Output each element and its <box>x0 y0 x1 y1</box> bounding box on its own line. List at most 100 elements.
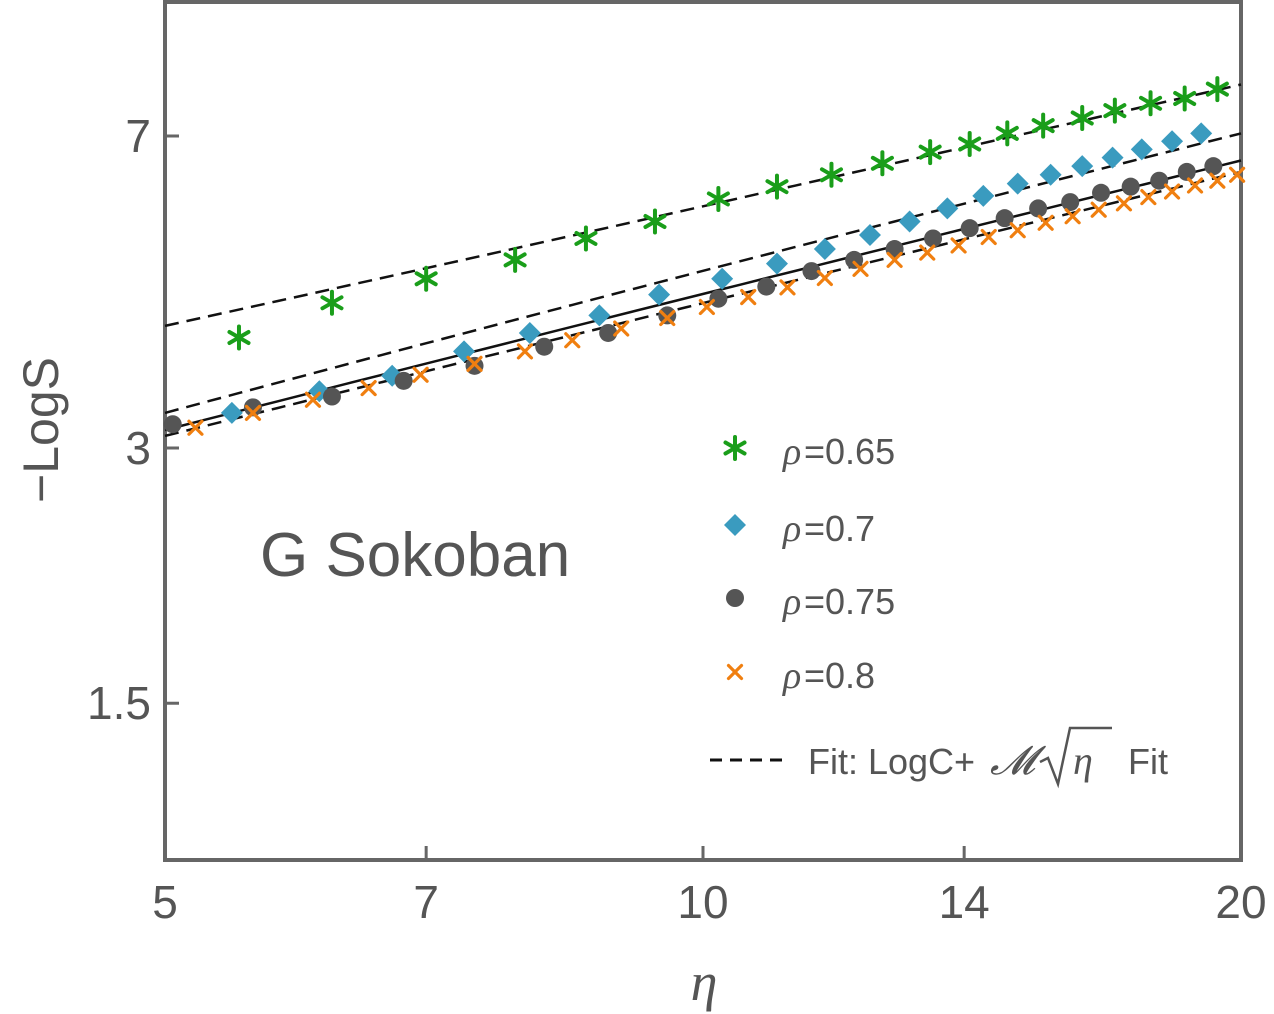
data-point-asterisk <box>227 324 251 351</box>
data-point-circle <box>924 229 943 248</box>
data-point-x <box>1009 222 1026 239</box>
data-point-asterisk <box>1031 112 1055 139</box>
x-tick-label: 5 <box>152 876 178 928</box>
data-point-x <box>1115 195 1133 212</box>
x-tick-label: 7 <box>413 876 439 928</box>
data-point-x <box>852 260 869 277</box>
data-point-diamond <box>711 267 734 290</box>
data-point-diamond <box>972 184 995 207</box>
data-point-asterisk <box>1070 105 1094 132</box>
data-point-circle <box>163 415 182 434</box>
data-point-asterisk <box>1103 97 1127 124</box>
legend-rho-symbol: ρ <box>782 431 801 473</box>
data-point-x <box>244 404 262 422</box>
data-point-circle <box>1121 177 1140 196</box>
data-point-asterisk <box>320 289 344 316</box>
data-point-asterisk <box>958 130 982 157</box>
data-point-circle <box>995 209 1014 228</box>
legend-rho-symbol: ρ <box>782 508 801 550</box>
plot-annotation: G Sokoban <box>260 521 570 590</box>
data-point-diamond <box>724 514 746 536</box>
axis-ticks: 5 7 10 14 20 1.5 3 7 <box>87 110 1267 928</box>
data-point-x <box>187 419 204 436</box>
sqrt-sign <box>1039 726 1112 789</box>
data-point-x <box>1163 183 1181 200</box>
data-point-circle <box>1177 162 1196 181</box>
legend-rho-symbol: ρ <box>782 581 801 623</box>
data-point-x <box>613 320 630 337</box>
data-point-diamond <box>898 210 921 233</box>
data-point-diamond <box>588 304 611 327</box>
data-point-x <box>919 244 936 261</box>
data-point-circle <box>658 306 677 325</box>
data-point-circle <box>960 219 979 238</box>
data-point-asterisk <box>503 246 527 273</box>
data-point-asterisk <box>765 173 789 200</box>
legend-label: =0.8 <box>804 655 875 696</box>
data-point-diamond <box>1071 155 1094 178</box>
data-point-asterisk <box>1173 85 1197 112</box>
data-point-x <box>1064 208 1081 225</box>
x-tick-label: 10 <box>677 876 728 928</box>
y-tick-label: 7 <box>125 110 151 162</box>
data-point-x <box>659 309 676 327</box>
data-point-circle <box>243 398 262 417</box>
data-point-circle <box>1092 183 1111 202</box>
data-point-asterisk <box>643 208 667 235</box>
data-point-diamond <box>936 197 959 220</box>
data-point-asterisk <box>706 185 730 212</box>
legend: ρ =0.65ρ =0.7ρ =0.75ρ =0.8 <box>723 431 895 697</box>
x-axis-title: η <box>691 952 718 1012</box>
data-point-x <box>980 228 997 246</box>
data-point-x <box>1186 177 1204 194</box>
data-point-circle <box>394 371 413 390</box>
data-point-asterisk <box>819 161 843 188</box>
data-point-x <box>698 298 715 316</box>
plot-frame <box>163 0 1243 862</box>
legend-fit-suffix: Fit <box>1128 741 1168 782</box>
data-point-asterisk <box>870 150 894 177</box>
data-point-x <box>1037 214 1054 231</box>
data-point-x <box>1090 201 1107 218</box>
legend-fit-symbol: 𝓜 <box>990 738 1047 783</box>
data-point-asterisk <box>918 139 942 166</box>
legend-rho-symbol: ρ <box>782 655 801 697</box>
data-point-asterisk <box>1205 76 1229 103</box>
legend-label: =0.75 <box>804 581 895 622</box>
data-point-x <box>726 663 744 681</box>
data-point-asterisk <box>723 435 747 461</box>
data-point-circle <box>1061 193 1080 212</box>
data-point-diamond <box>1039 163 1062 186</box>
data-point-diamond <box>1190 122 1213 145</box>
data-point-diamond <box>648 283 671 306</box>
legend-fit-var: η <box>1073 738 1093 783</box>
data-point-circle <box>845 250 864 269</box>
data-point-x <box>1140 188 1157 206</box>
legend-label: =0.7 <box>804 508 875 549</box>
data-point-circle <box>1029 199 1048 218</box>
data-point-x <box>779 279 796 296</box>
data-point-diamond <box>1161 130 1184 153</box>
data-point-diamond <box>518 321 541 344</box>
data-point-circle <box>1204 157 1223 176</box>
data-point-x <box>304 391 322 408</box>
x-tick-label: 20 <box>1215 876 1266 928</box>
data-point-circle <box>1150 171 1169 190</box>
data-point-x <box>886 251 903 268</box>
y-tick-label: 3 <box>125 422 151 474</box>
data-point-x <box>360 379 377 397</box>
legend-fit-entry: Fit: LogC+ 𝓜 η Fit <box>710 726 1168 789</box>
data-point-x <box>466 355 483 372</box>
fit-line <box>164 83 1242 328</box>
data-point-x <box>564 332 581 349</box>
data-point-circle <box>802 262 821 281</box>
data-point-circle <box>322 387 341 406</box>
data-point-x <box>950 237 967 254</box>
y-axis-title: −LogS <box>13 357 69 503</box>
data-point-asterisk <box>995 120 1019 147</box>
y-tick-label: 1.5 <box>87 677 151 729</box>
data-point-diamond <box>813 238 836 261</box>
data-point-circle <box>757 277 776 296</box>
data-point-diamond <box>858 223 881 246</box>
